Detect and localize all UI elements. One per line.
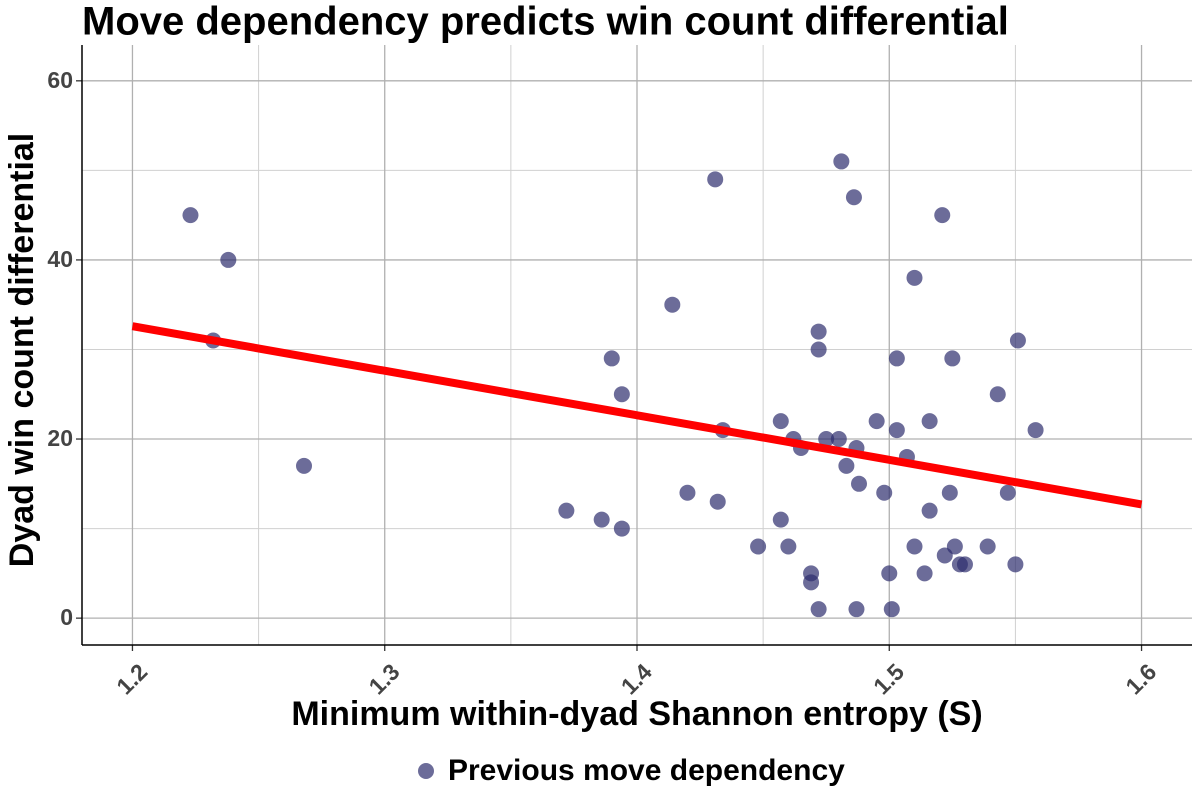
point <box>613 386 630 403</box>
point <box>941 484 958 501</box>
point <box>934 207 951 224</box>
x-tick-label: 1.4 <box>616 658 657 699</box>
y-tick-label: 60 <box>47 67 73 93</box>
legend: Previous move dependency <box>418 754 845 787</box>
point <box>906 269 923 286</box>
point <box>679 484 696 501</box>
point <box>956 556 973 573</box>
point <box>848 601 865 618</box>
y-tick-label: 40 <box>47 246 73 272</box>
point <box>830 431 847 448</box>
y-axis-label: Dyad win count differential <box>3 133 41 567</box>
point <box>558 502 575 519</box>
point <box>921 502 938 519</box>
point <box>772 413 789 430</box>
x-tick-label: 1.3 <box>364 658 405 699</box>
point <box>707 171 724 188</box>
point <box>296 457 312 474</box>
legend-marker <box>418 763 434 779</box>
point <box>810 341 827 358</box>
point <box>750 538 767 555</box>
point <box>780 538 797 555</box>
point <box>833 153 850 170</box>
point <box>876 484 893 501</box>
point <box>851 475 867 492</box>
point <box>916 565 933 582</box>
point <box>603 350 620 367</box>
point <box>888 422 905 439</box>
point <box>772 511 789 528</box>
x-tick-label: 1.2 <box>111 658 152 699</box>
point <box>881 565 898 582</box>
point <box>1009 332 1026 349</box>
legend-label: Previous move dependency <box>448 754 845 787</box>
point <box>944 350 961 367</box>
point <box>888 350 905 367</box>
point <box>664 296 681 313</box>
point <box>613 520 630 537</box>
point <box>989 386 1006 403</box>
trend-line <box>131 322 1143 509</box>
point <box>838 457 855 474</box>
point <box>803 574 820 591</box>
point <box>906 538 923 555</box>
x-axis-label: Minimum within-dyad Shannon entropy (S) <box>291 695 982 733</box>
point <box>921 413 938 430</box>
point <box>810 323 827 340</box>
point <box>883 601 900 618</box>
x-tick-label: 1.6 <box>1120 658 1161 699</box>
chart-title: Move dependency predicts win count diffe… <box>82 0 1009 44</box>
y-tick-label: 0 <box>60 604 73 630</box>
point <box>818 431 835 448</box>
point <box>709 493 726 510</box>
point <box>182 207 199 224</box>
point <box>810 601 827 618</box>
point <box>1027 422 1044 439</box>
point <box>845 189 862 206</box>
point <box>979 538 996 555</box>
point <box>868 413 885 430</box>
point <box>999 484 1016 501</box>
point <box>593 511 610 528</box>
point <box>1007 556 1024 573</box>
y-tick-label: 20 <box>47 425 73 451</box>
point <box>220 251 237 268</box>
x-tick-label: 1.5 <box>868 658 909 699</box>
point <box>946 538 963 555</box>
